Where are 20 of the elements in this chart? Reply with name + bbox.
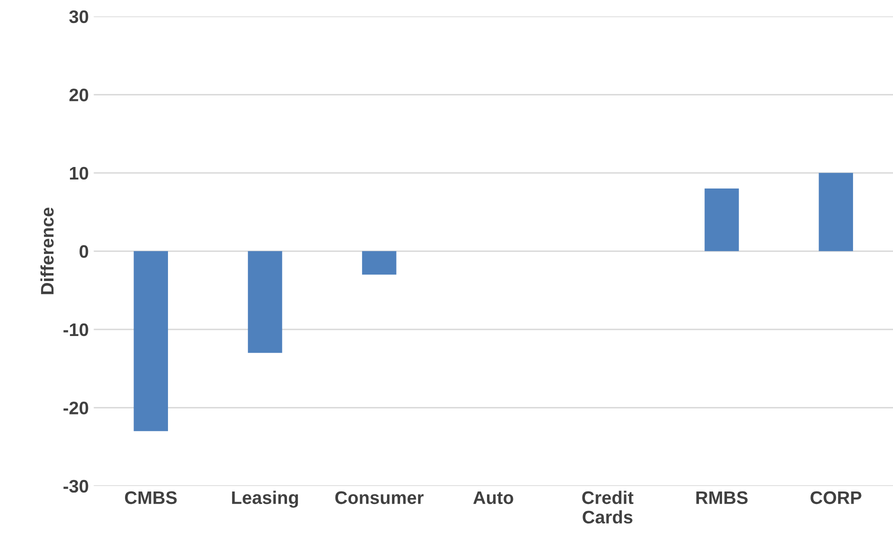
x-tick-label: CMBS xyxy=(125,491,177,504)
x-tick-label: Auto xyxy=(473,491,514,504)
x-tick-label: RMBS xyxy=(696,491,748,504)
x-tick-label: Consumer xyxy=(335,491,424,504)
bar xyxy=(134,251,168,432)
bar xyxy=(818,172,854,252)
y-tick-label: 30 xyxy=(69,10,88,24)
y-tick-label: -30 xyxy=(64,480,88,493)
y-axis-title: Difference xyxy=(40,208,54,294)
x-tick-label: Credit Cards xyxy=(582,490,634,524)
y-tick-label: 0 xyxy=(80,245,88,258)
bar xyxy=(362,251,396,275)
bar xyxy=(248,251,282,353)
bar xyxy=(704,188,739,252)
y-tick-label: -20 xyxy=(64,402,88,414)
y-tick-label: 10 xyxy=(70,166,88,180)
y-tick-label: -10 xyxy=(64,323,88,336)
x-tick-label: Leasing xyxy=(232,490,298,508)
y-tick-label: 20 xyxy=(69,88,88,102)
x-tick-label: CORP xyxy=(810,491,862,504)
